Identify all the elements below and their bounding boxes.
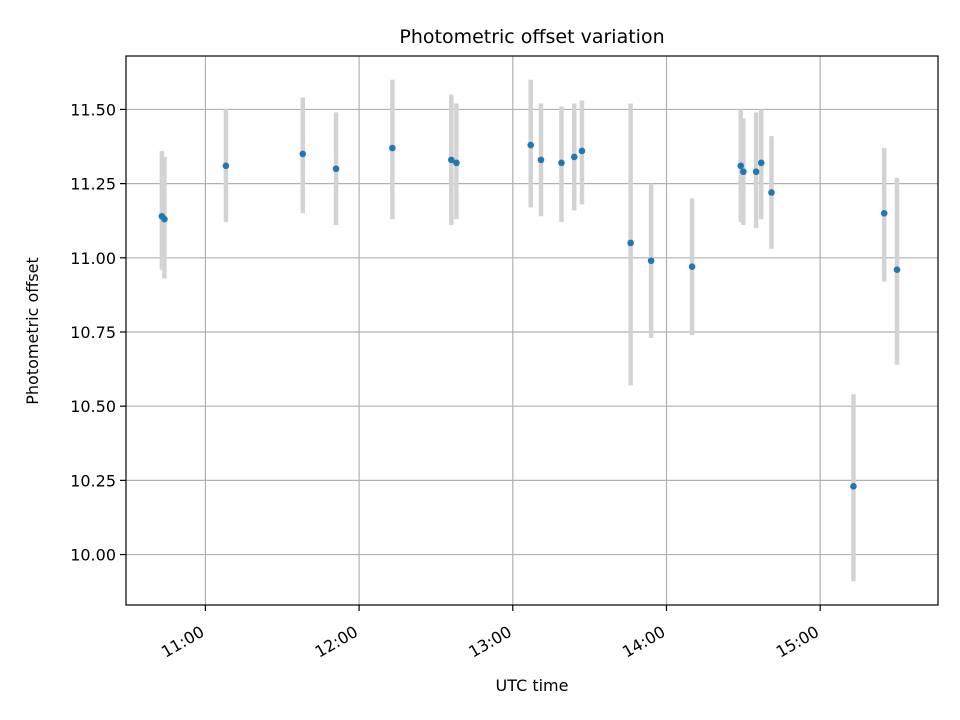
data-point — [570, 153, 578, 161]
data-point — [222, 162, 230, 170]
y-tick-label: 10.00 — [70, 546, 116, 565]
data-point — [161, 215, 168, 223]
data-point — [768, 189, 775, 196]
data-point — [757, 159, 765, 167]
y-tick-label: 11.25 — [70, 175, 116, 194]
data-point — [737, 162, 745, 170]
data-point — [537, 156, 545, 164]
data-point — [850, 482, 857, 490]
data-point — [453, 159, 460, 167]
y-tick-label: 11.00 — [70, 249, 116, 268]
y-tick-label: 10.25 — [70, 471, 116, 490]
data-point — [893, 266, 901, 273]
data-point — [740, 168, 747, 176]
data-point — [578, 147, 586, 155]
y-tick-label: 11.50 — [70, 100, 116, 119]
data-point — [558, 159, 565, 167]
data-point — [389, 144, 396, 152]
data-point — [527, 141, 535, 149]
data-point — [752, 168, 760, 176]
x-axis-label: UTC time — [496, 676, 569, 695]
data-point — [880, 209, 888, 217]
plot-frame — [125, 55, 939, 606]
data-point — [647, 257, 655, 265]
chart-title: Photometric offset variation — [399, 26, 664, 48]
data-point — [332, 165, 340, 173]
y-tick-label: 10.50 — [70, 397, 116, 416]
data-point — [448, 156, 455, 164]
data-point — [299, 150, 307, 158]
data-point — [627, 239, 634, 247]
y-axis-label: Photometric offset — [23, 257, 42, 405]
point-layer — [158, 141, 901, 490]
y-tick-label: 10.75 — [70, 323, 116, 342]
data-point — [688, 263, 696, 270]
